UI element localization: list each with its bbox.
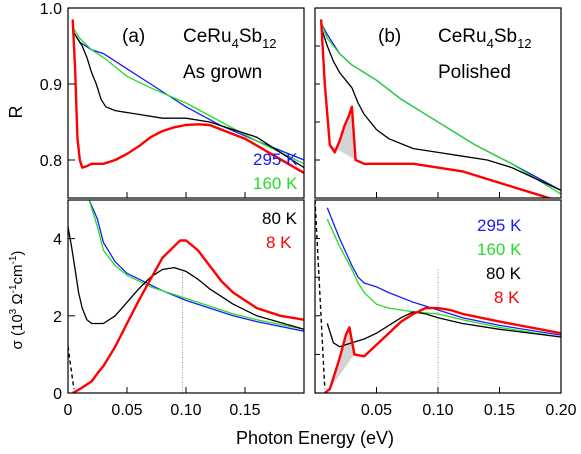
dashed-extrapolation — [68, 346, 75, 390]
series-line-295-k — [72, 30, 304, 161]
y-label-bottom-mid2: cm — [9, 264, 26, 284]
series-line-160-k — [326, 219, 561, 338]
plot-area-top-right — [319, 19, 561, 198]
x-tick-label: 0.15 — [229, 402, 260, 419]
series-line-295-k — [88, 200, 304, 332]
data-layer — [68, 19, 561, 393]
plot-area-bottom-right — [315, 200, 561, 393]
panel-b-compound: CeRu4Sb12 — [438, 26, 532, 51]
panel-b-compound-sub1: 4 — [487, 36, 494, 51]
x-tick-label: 0.15 — [484, 402, 515, 419]
panel-b-letter: (b) — [378, 26, 401, 47]
legend-a-80: 80 K — [262, 209, 298, 228]
panel-a-condition: As grown — [183, 62, 262, 83]
y-label-bottom-suffix: ) — [9, 251, 26, 256]
series-line-8-k — [71, 19, 304, 174]
series-line-160-k — [88, 200, 304, 330]
panel-b-condition: Polished — [438, 62, 511, 83]
y-tick-label: 1.0 — [40, 1, 62, 18]
panel-a-compound-sub2: 12 — [262, 36, 276, 51]
panel-a-compound: CeRu4Sb12 — [183, 26, 277, 51]
series-line-295-k — [326, 207, 561, 336]
y-tick-label: 0.8 — [40, 153, 62, 170]
plot-area-top-left — [71, 19, 304, 174]
x-axis-label: Photon Energy (eV) — [236, 428, 394, 448]
panel-a-compound-mid: Sb — [239, 26, 262, 47]
y-label-bottom-sup1: 3 — [8, 308, 19, 314]
dashed-extrapolation — [315, 200, 326, 390]
panel-b-compound-sub2: 12 — [517, 36, 531, 51]
y-axis-label-bottom: σ (103 Ω-1cm-1) — [8, 251, 26, 350]
series-line-8-k — [72, 239, 304, 393]
legend-b-8: 8 K — [494, 288, 520, 307]
y-label-bottom-sup3: -1 — [8, 255, 19, 264]
series-line-80-k — [320, 26, 561, 191]
legend-a-295: 295 K — [253, 150, 298, 169]
panel-a-letter: (a) — [122, 26, 145, 47]
axes-frame-bottom-right — [314, 199, 562, 394]
legend-a-160: 160 K — [253, 174, 298, 193]
legend-b-80: 80 K — [486, 264, 522, 283]
legend-a-8: 8 K — [266, 233, 292, 252]
x-tick-label: 0.05 — [361, 402, 392, 419]
y-label-bottom-sup2: -1 — [8, 284, 19, 293]
series-line-160-k — [320, 22, 561, 195]
legend-b-160: 160 K — [477, 240, 522, 259]
series-line-8-k — [319, 19, 553, 198]
axes-layer: 0.8 0.9 1.0 0 2 4 0 0.05 0.10 0.15 0.05 0.10 0.15 0.2… — [40, 1, 577, 419]
x-tick-label: 0.10 — [422, 402, 453, 419]
legend-b-295: 295 K — [477, 216, 522, 235]
panel-a-compound-prefix: CeRu — [183, 26, 232, 47]
panel-b-compound-prefix: CeRu — [438, 26, 487, 47]
x-tick-label: 0.20 — [545, 402, 576, 419]
panel-a-compound-sub1: 4 — [232, 36, 239, 51]
series-line-8-k — [324, 306, 561, 393]
panel-b-compound-mid: Sb — [494, 26, 517, 47]
y-label-bottom-mid: Ω — [9, 293, 26, 308]
plot-area-bottom-left — [68, 200, 304, 393]
y-label-bottom-prefix: σ (10 — [9, 314, 26, 349]
y-tick-label: 2 — [53, 309, 62, 326]
series-line-80-k — [72, 30, 304, 169]
y-axis-label-top: R — [6, 106, 26, 119]
y-tick-label: 0.9 — [40, 77, 62, 94]
y-tick-label: 4 — [53, 232, 62, 249]
y-tick-label: 0 — [53, 386, 62, 403]
x-tick-label: 0.10 — [170, 402, 201, 419]
x-tick-label: 0.05 — [111, 402, 142, 419]
x-tick-label: 0 — [64, 402, 73, 419]
series-line-80-k — [68, 226, 304, 330]
